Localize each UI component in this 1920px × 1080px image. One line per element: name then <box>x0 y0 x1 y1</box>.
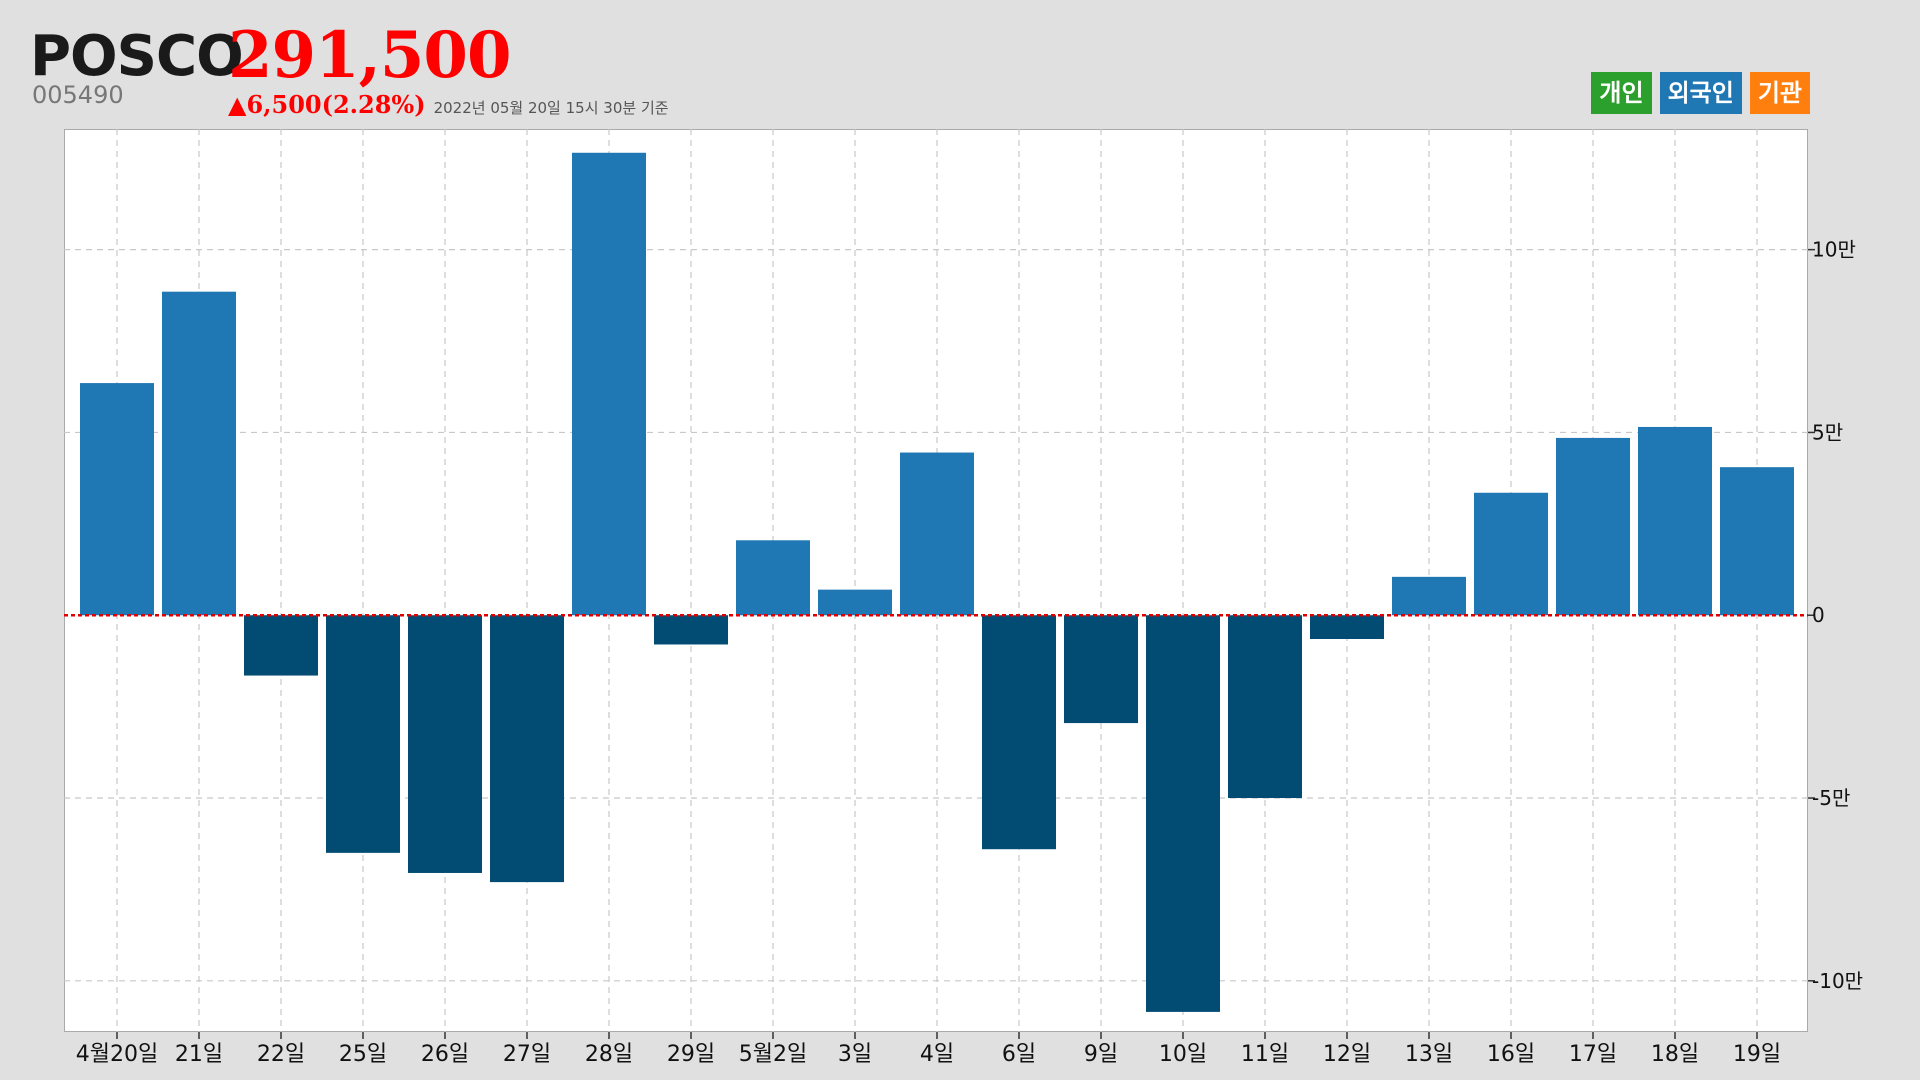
x-tick-label: 25일 <box>339 1042 387 1067</box>
bar-18 <box>1474 492 1548 616</box>
x-tick-label: 29일 <box>667 1042 715 1067</box>
y-tick-label: -5만 <box>1812 786 1850 810</box>
timestamp: 2022년 05월 20일 15시 30분 기준 <box>433 99 669 117</box>
x-tick-label: 11일 <box>1241 1042 1289 1067</box>
y-tick-label: 0 <box>1812 603 1825 627</box>
bar-1 <box>80 383 154 616</box>
bar-17 <box>1392 576 1466 616</box>
x-tick-label: 12일 <box>1323 1042 1371 1067</box>
x-tick-label: 9일 <box>1084 1042 1118 1067</box>
x-tick-label: 19일 <box>1733 1042 1781 1067</box>
price-change: ▲6,500(2.28%) <box>228 90 426 119</box>
x-tick-label: 16일 <box>1487 1042 1535 1067</box>
x-tick-label: 22일 <box>257 1042 305 1067</box>
y-tick-label: 5만 <box>1812 420 1843 444</box>
x-tick-label: 3일 <box>838 1042 872 1067</box>
bar-8 <box>654 615 728 645</box>
bar-16 <box>1310 615 1384 639</box>
bar-10 <box>818 589 892 616</box>
y-tick-label: -10만 <box>1812 969 1863 993</box>
x-tick-label: 5월2일 <box>739 1042 807 1067</box>
x-tick-label: 18일 <box>1651 1042 1699 1067</box>
bar-4 <box>326 615 400 853</box>
bar-9 <box>736 540 810 616</box>
bar-7 <box>572 152 646 616</box>
legend-foreign-button[interactable]: 외국인 <box>1659 72 1742 114</box>
x-tick-label: 10일 <box>1159 1042 1207 1067</box>
x-tick-label: 26일 <box>421 1042 469 1067</box>
x-tick-label: 4월20일 <box>76 1042 158 1067</box>
x-tick-label: 6일 <box>1002 1042 1036 1067</box>
stock-code: 005490 <box>32 81 124 109</box>
bar-20 <box>1638 426 1712 616</box>
x-tick-label: 4일 <box>920 1042 954 1067</box>
bar-14 <box>1146 615 1220 1012</box>
x-tick-label: 17일 <box>1569 1042 1617 1067</box>
legend-individual-button[interactable]: 개인 <box>1591 72 1652 114</box>
x-tick-label: 28일 <box>585 1042 633 1067</box>
bar-21 <box>1720 467 1794 616</box>
x-tick-label: 21일 <box>175 1042 223 1067</box>
bar-13 <box>1064 615 1138 724</box>
bar-11 <box>900 452 974 616</box>
bar-15 <box>1228 615 1302 799</box>
bar-12 <box>982 615 1056 850</box>
x-tick-label: 27일 <box>503 1042 551 1067</box>
price-change-row: ▲6,500(2.28%) 2022년 05월 20일 15시 30분 기준 <box>228 90 669 123</box>
bar-3 <box>244 615 318 676</box>
bar-6 <box>490 615 564 883</box>
legend: 개인 외국인 기관 <box>1591 72 1810 114</box>
stock-price: 291,500 <box>228 18 511 93</box>
bar-5 <box>408 615 482 873</box>
bar-19 <box>1556 437 1630 616</box>
y-tick-label: 10만 <box>1812 238 1856 262</box>
stock-name: POSCO <box>30 24 244 89</box>
x-tick-label: 13일 <box>1405 1042 1453 1067</box>
legend-institution-button[interactable]: 기관 <box>1749 72 1810 114</box>
bar-2 <box>162 291 236 616</box>
